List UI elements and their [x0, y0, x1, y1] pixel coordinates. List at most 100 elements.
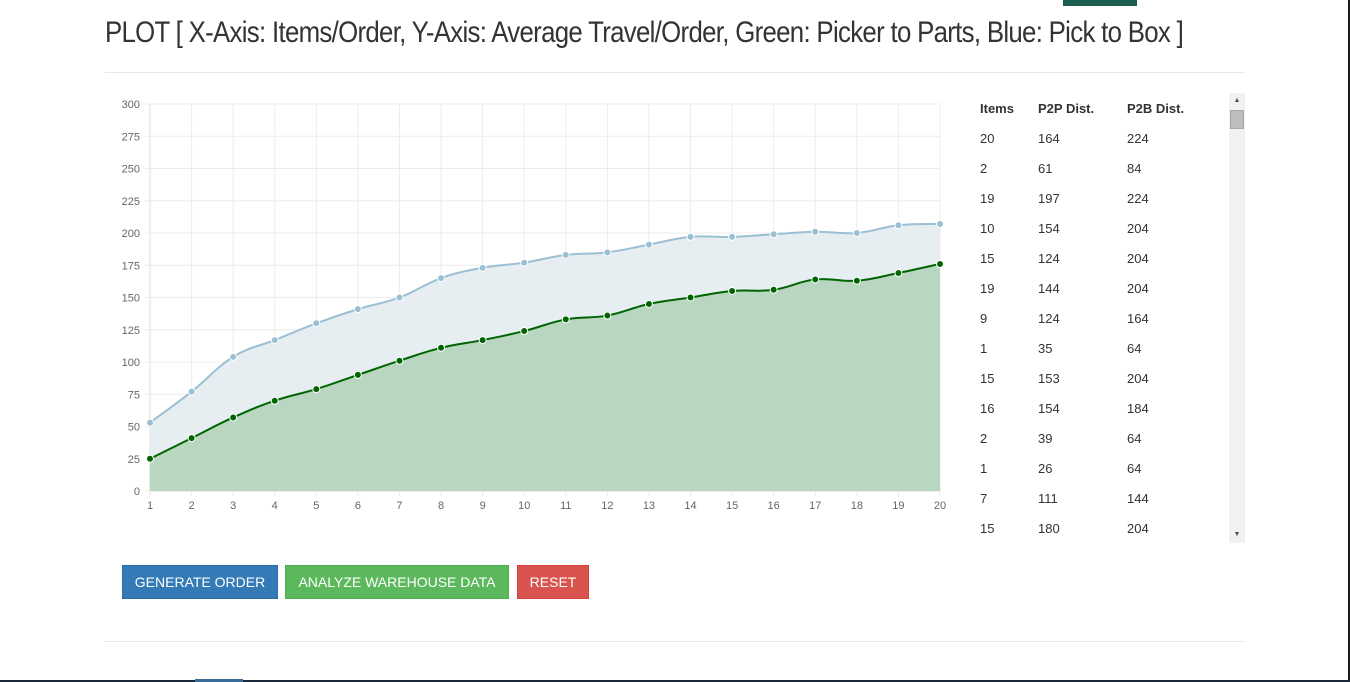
cell-items: 15: [980, 520, 995, 536]
picker-to-parts-point: [395, 356, 404, 365]
y-tick-label: 250: [122, 164, 140, 176]
scroll-up-arrow-icon[interactable]: ▲: [1233, 97, 1241, 104]
pick-to-box-point: [644, 240, 653, 249]
cell-p2p-dist: 144: [1038, 280, 1060, 296]
x-tick-label: 7: [396, 500, 402, 512]
picker-to-parts-point: [644, 299, 653, 308]
cell-p2b-dist: 204: [1127, 520, 1149, 536]
picker-to-parts-area: [150, 263, 940, 491]
x-tick-label: 6: [355, 500, 361, 512]
distance-table-panel[interactable]: Items P2P Dist. P2B Dist. 20 164 224 2 61 84 1…: [970, 93, 1245, 543]
table-row: 19 144 204: [970, 273, 1217, 303]
column-header-items: Items: [980, 100, 1014, 116]
cell-p2p-dist: 164: [1038, 130, 1060, 146]
x-tick-label: 19: [892, 500, 904, 512]
table-row: 2 39 64: [970, 423, 1217, 453]
cell-p2b-dist: 144: [1127, 490, 1149, 506]
table-row: 7 111 144: [970, 483, 1217, 513]
picker-to-parts-point: [811, 275, 820, 284]
cell-items: 7: [980, 490, 988, 506]
cell-p2p-dist: 124: [1038, 250, 1060, 266]
picker-to-parts-point: [603, 311, 612, 320]
table-row: 1 26 64: [970, 453, 1217, 483]
table-row: 19 197 224: [970, 183, 1217, 213]
pick-to-box-point: [936, 219, 944, 228]
window-edge: [1348, 0, 1350, 682]
cell-p2p-dist: 124: [1038, 310, 1060, 326]
generate-order-button[interactable]: GENERATE ORDER: [122, 565, 278, 599]
x-tick-label: 13: [643, 500, 655, 512]
pick-to-box-point: [686, 232, 695, 241]
pick-to-box-point: [561, 250, 570, 259]
table-scrollbar[interactable]: ▲ ▼: [1229, 93, 1245, 543]
cell-p2b-dist: 204: [1127, 220, 1149, 236]
reset-button[interactable]: RESET: [517, 565, 589, 599]
y-tick-label: 0: [134, 486, 140, 498]
picker-to-parts-point: [478, 336, 487, 345]
y-tick-label: 75: [128, 389, 140, 401]
x-tick-label: 15: [726, 500, 738, 512]
cell-p2p-dist: 180: [1038, 520, 1060, 536]
cell-items: 20: [980, 130, 995, 146]
cell-p2p-dist: 153: [1038, 370, 1060, 386]
pick-to-box-point: [229, 352, 238, 361]
y-tick-label: 50: [128, 422, 140, 434]
y-tick-label: 150: [122, 293, 140, 305]
picker-to-parts-point: [270, 396, 279, 405]
table-row: 9 124 164: [970, 303, 1217, 333]
y-tick-label: 225: [122, 196, 140, 208]
x-tick-label: 17: [809, 500, 821, 512]
picker-to-parts-point: [561, 315, 570, 324]
y-tick-label: 200: [122, 228, 140, 240]
cell-p2b-dist: 224: [1127, 130, 1149, 146]
cell-p2p-dist: 35: [1038, 340, 1053, 356]
y-tick-label: 175: [122, 260, 140, 272]
y-tick-label: 275: [122, 131, 140, 143]
table-row: 2 61 84: [970, 153, 1217, 183]
cell-items: 2: [980, 160, 988, 176]
scroll-thumb[interactable]: [1230, 110, 1244, 129]
pick-to-box-point: [312, 319, 321, 328]
x-tick-label: 4: [272, 500, 278, 512]
cell-items: 15: [980, 250, 995, 266]
cell-p2p-dist: 26: [1038, 460, 1053, 476]
y-tick-label: 25: [128, 454, 140, 466]
x-tick-label: 11: [560, 500, 571, 512]
pick-to-box-point: [437, 274, 446, 283]
analyze-warehouse-data-button[interactable]: ANALYZE WAREHOUSE DATA: [285, 565, 509, 599]
cell-p2p-dist: 111: [1038, 490, 1058, 506]
picker-to-parts-point: [686, 293, 695, 302]
pick-to-box-point: [728, 232, 737, 241]
cell-items: 19: [980, 280, 995, 296]
cell-items: 15: [980, 370, 995, 386]
pick-to-box-point: [478, 263, 487, 272]
cell-p2b-dist: 64: [1127, 430, 1142, 446]
page-title: PLOT [ X-Axis: Items/Order, Y-Axis: Aver…: [105, 16, 1184, 49]
cell-p2b-dist: 184: [1127, 400, 1149, 416]
pick-to-box-point: [146, 418, 154, 427]
table-row: 15 124 204: [970, 243, 1217, 273]
cell-p2b-dist: 224: [1127, 190, 1149, 206]
cell-items: 10: [980, 220, 995, 236]
x-tick-label: 3: [230, 500, 236, 512]
cell-p2b-dist: 84: [1127, 160, 1142, 176]
x-tick-label: 9: [480, 500, 486, 512]
x-tick-label: 16: [768, 500, 780, 512]
column-header-p2p: P2P Dist.: [1038, 100, 1095, 116]
cell-p2p-dist: 154: [1038, 220, 1060, 236]
cell-items: 1: [980, 340, 988, 356]
table-header-row: Items P2P Dist. P2B Dist.: [970, 93, 1217, 123]
bottom-indicator: [195, 679, 243, 682]
table-row: 10 154 204: [970, 213, 1217, 243]
y-tick-label: 300: [122, 99, 140, 111]
scroll-down-arrow-icon[interactable]: ▼: [1233, 531, 1241, 538]
x-tick-label: 5: [313, 500, 319, 512]
picker-to-parts-point: [936, 259, 944, 268]
pick-to-box-point: [187, 387, 196, 396]
cell-p2b-dist: 64: [1127, 340, 1142, 356]
picker-to-parts-point: [437, 343, 446, 352]
cell-items: 2: [980, 430, 988, 446]
picker-to-parts-point: [187, 434, 196, 443]
x-tick-label: 18: [851, 500, 863, 512]
